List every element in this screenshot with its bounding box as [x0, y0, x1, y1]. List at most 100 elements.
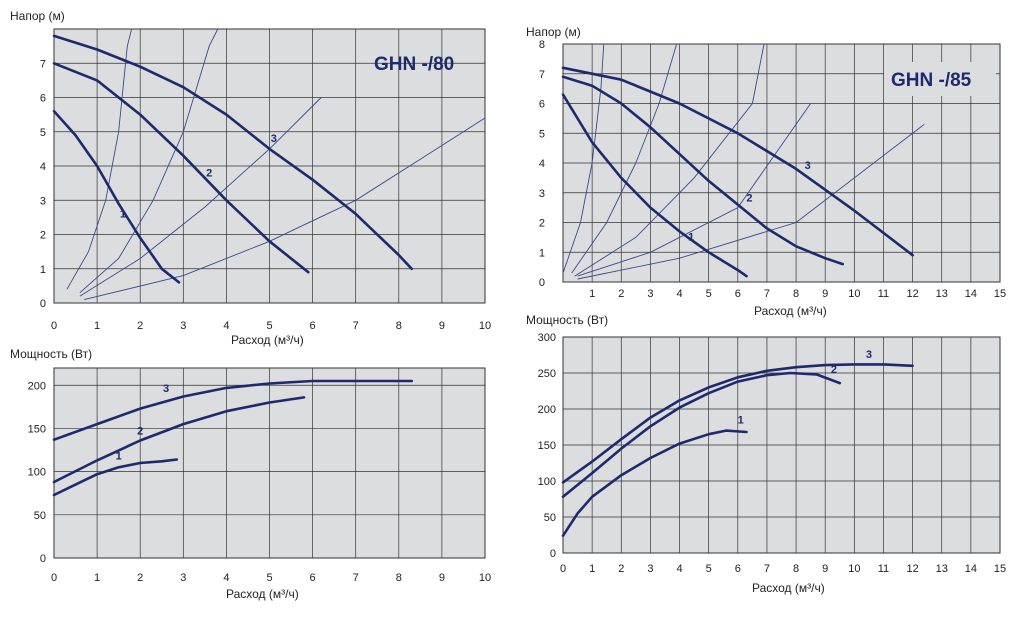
system-curve — [562, 43, 605, 274]
x-tick-label: 10 — [479, 572, 491, 584]
x-tick-label: 9 — [822, 563, 828, 575]
x-tick-label: 8 — [396, 572, 402, 584]
x-tick-label: 3 — [180, 572, 186, 584]
x-tick-label: 11 — [878, 563, 889, 575]
x-tick-label: 0 — [51, 320, 57, 332]
x-tick-label: 9 — [439, 320, 445, 332]
x-tick-label: 2 — [618, 288, 624, 300]
system-curve — [577, 123, 925, 280]
x-tick-label: 14 — [965, 288, 977, 300]
curve-label-3: 3 — [805, 160, 811, 172]
x-tick-label: 7 — [764, 563, 770, 575]
series-line-2 — [561, 75, 844, 266]
curve-label-3: 3 — [866, 349, 872, 361]
curve-label-1: 1 — [120, 208, 126, 220]
x-tick-label: 4 — [223, 572, 229, 584]
x-tick-label: 5 — [706, 288, 712, 300]
x-tick-label: 10 — [848, 288, 860, 300]
x-tick-label: 10 — [848, 563, 860, 575]
y-tick-label: 50 — [544, 512, 556, 524]
series-line-1 — [52, 458, 179, 497]
x-axis-label: Расход (м³/ч) — [226, 587, 299, 601]
curve-label-2: 2 — [746, 193, 752, 205]
x-tick-label: 9 — [822, 288, 828, 300]
x-tick-label: 13 — [936, 288, 948, 300]
y-ticks: 0 50 100 150 200 250 300 — [538, 332, 556, 560]
series-line-2 — [52, 62, 310, 274]
x-axis-label: Расход (м³/ч) — [754, 304, 827, 318]
x-tick-label: 5 — [266, 320, 272, 332]
y-tick-label: 7 — [539, 69, 545, 81]
curve-label-3: 3 — [271, 133, 277, 145]
system-curve — [571, 43, 678, 274]
x-ticks: 1 2 3 4 5 6 7 8 9 10 11 12 13 14 15 — [589, 288, 1006, 300]
x-tick-label: 6 — [735, 563, 741, 575]
system-curves — [66, 28, 486, 301]
x-tick-label: 7 — [353, 320, 359, 332]
y-tick-label: 5 — [539, 128, 545, 140]
y-tick-label: 0 — [40, 553, 46, 565]
x-tick-label: 8 — [793, 563, 799, 575]
x-tick-label: 2 — [137, 320, 143, 332]
y-tick-label: 150 — [28, 423, 46, 435]
x-tick-label: 15 — [994, 288, 1006, 300]
curve-label-2: 2 — [831, 364, 837, 376]
y-tick-label: 4 — [40, 161, 46, 173]
x-tick-label: 5 — [266, 572, 272, 584]
y-tick-label: 3 — [539, 188, 545, 200]
y-axis-label: Мощность (Вт) — [526, 313, 608, 327]
x-tick-label: 8 — [793, 288, 799, 300]
y-tick-label: 200 — [538, 404, 556, 416]
series-line-3 — [561, 66, 914, 257]
x-tick-label: 2 — [137, 572, 143, 584]
y-tick-label: 5 — [40, 127, 46, 139]
x-tick-label: 8 — [396, 320, 402, 332]
x-tick-label: 4 — [676, 288, 682, 300]
x-tick-label: 3 — [647, 563, 653, 575]
y-tick-label: 6 — [539, 99, 545, 111]
x-ticks: 0 1 2 3 4 5 6 7 8 9 10 — [51, 320, 491, 332]
x-ticks: 0 1 2 3 4 5 6 7 8 9 10 11 12 13 14 15 — [560, 563, 1006, 575]
system-curve — [574, 43, 765, 277]
x-axis-label: Расход (м³/ч) — [231, 333, 304, 347]
x-tick-label: 10 — [479, 320, 491, 332]
series: 1 2 3 — [561, 349, 914, 537]
curve-label-1: 1 — [688, 231, 694, 243]
x-tick-label: 13 — [936, 563, 948, 575]
series-line-3 — [561, 363, 914, 484]
series-line-2 — [52, 396, 306, 484]
y-tick-label: 50 — [34, 510, 46, 522]
y-tick-label: 250 — [538, 368, 556, 380]
x-tick-label: 6 — [310, 572, 316, 584]
x-tick-label: 6 — [735, 288, 741, 300]
head-chart-80: 1 2 3 0 1 2 3 4 5 6 7 8 9 10 0 1 2 3 4 5 6 7 Напор (м) Расх… — [10, 9, 491, 347]
series-line-2 — [561, 371, 842, 499]
grid — [54, 368, 485, 558]
title-backdrop — [884, 62, 996, 96]
x-tick-label: 2 — [618, 563, 624, 575]
y-tick-label: 4 — [539, 158, 545, 170]
x-tick-label: 4 — [676, 563, 682, 575]
series: 1 2 3 — [52, 379, 413, 497]
series-line-1 — [561, 93, 748, 278]
system-curve — [84, 117, 486, 301]
x-tick-label: 1 — [589, 563, 595, 575]
y-axis-label: Напор (м) — [10, 9, 65, 23]
y-tick-label: 300 — [538, 332, 556, 344]
y-ticks: 0 50 100 150 200 — [28, 380, 46, 565]
y-tick-label: 200 — [28, 380, 46, 392]
y-tick-label: 150 — [538, 440, 556, 452]
x-tick-label: 3 — [180, 320, 186, 332]
system-curve — [79, 28, 219, 294]
x-tick-label: 15 — [994, 563, 1006, 575]
x-tick-label: 4 — [223, 320, 229, 332]
x-tick-label: 12 — [906, 563, 918, 575]
y-tick-label: 3 — [40, 195, 46, 207]
series: 1 2 3 — [52, 34, 413, 284]
grid — [54, 29, 485, 303]
y-tick-label: 0 — [539, 277, 545, 289]
curve-label-3: 3 — [163, 383, 169, 395]
y-tick-label: 1 — [539, 247, 545, 259]
system-curve — [66, 28, 133, 290]
